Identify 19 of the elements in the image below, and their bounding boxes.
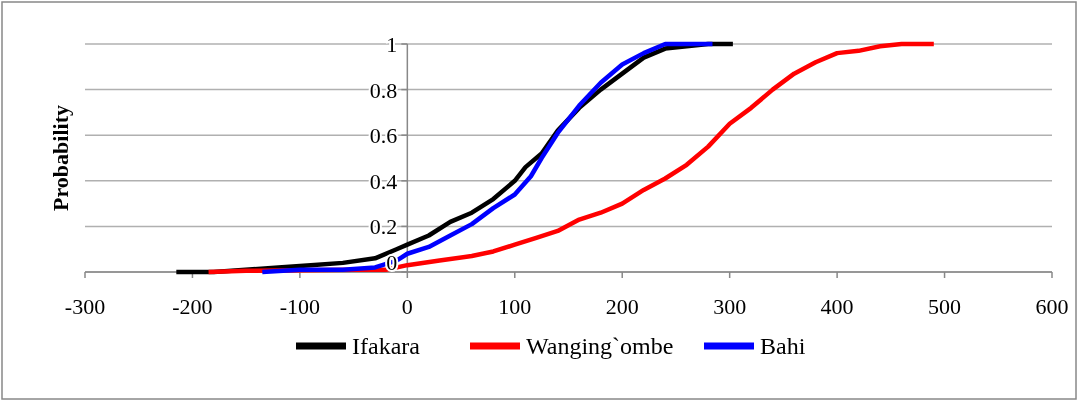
x-tick-label: -200 xyxy=(172,294,213,319)
x-tick-label: 600 xyxy=(1035,294,1069,319)
y-tick-label: 0.4 xyxy=(369,168,398,194)
x-tick-label: -300 xyxy=(64,294,106,319)
y-tick-label: 0.6 xyxy=(369,123,398,149)
x-tick-label: 300 xyxy=(713,294,747,319)
x-tick-label: 500 xyxy=(928,294,962,319)
legend-label: Wanging`ombe xyxy=(526,333,674,359)
legend-label: Ifakara xyxy=(352,333,421,359)
y-tick-label: 0.8 xyxy=(369,77,398,103)
x-tick-label: 100 xyxy=(498,294,532,319)
legend-label: Bahi xyxy=(760,333,806,359)
x-tick-label: 200 xyxy=(605,294,639,319)
x-tick-label: -100 xyxy=(279,294,321,319)
y-tick-label: 0 xyxy=(386,250,398,275)
x-tick-label: 400 xyxy=(820,294,854,319)
y-tick-label: 0.2 xyxy=(369,214,398,240)
y-axis-title: Probability xyxy=(48,105,73,211)
y-tick-label: 1 xyxy=(386,32,398,57)
